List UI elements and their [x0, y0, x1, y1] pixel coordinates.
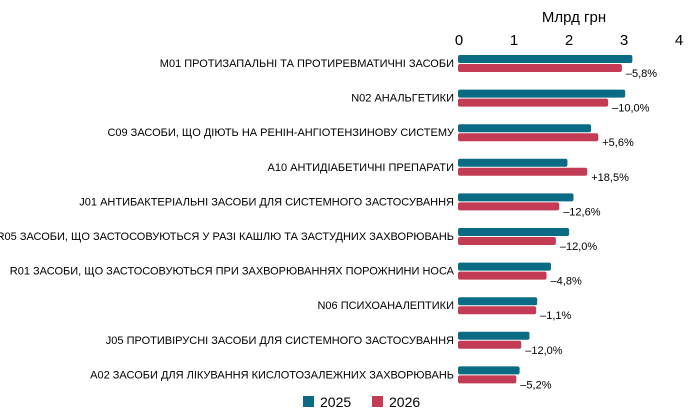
- bar-2025: [458, 262, 551, 271]
- category-row: J05 ПРОТИВІРУСНІ ЗАСОБИ ДЛЯ СИСТЕМНОГО З…: [106, 331, 563, 357]
- bar-2025: [458, 55, 633, 63]
- bar-2025: [458, 193, 574, 202]
- bar-2026: [458, 167, 588, 176]
- bar-2025: [458, 297, 538, 306]
- x-tick-label: 1: [510, 32, 518, 49]
- bar-2026: [458, 133, 599, 142]
- change-label: –5,2%: [520, 379, 551, 391]
- change-label: –4,8%: [551, 276, 582, 288]
- category-row: A10 АНТИДІАБЕТИЧНІ ПРЕПАРАТИ +18,5%: [268, 158, 629, 184]
- category-row: N02 АНАЛЬГЕТИКИ –10,0%: [351, 89, 650, 115]
- bar-2025: [458, 366, 520, 375]
- category-row: J01 АНТИБАКТЕРІАЛЬНІ ЗАСОБИ ДЛЯ СИСТЕМНО…: [79, 193, 601, 218]
- bar-2025: [458, 228, 570, 236]
- category-label: N06 ПСИХОАНАЛЕПТИКИ: [317, 300, 454, 312]
- change-label: +5,6%: [602, 137, 634, 149]
- category-label: A02 ЗАСОБИ ДЛЯ ЛІКУВАННЯ КИСЛОТОЗАЛЕЖНИХ…: [90, 369, 454, 381]
- category-label: R01 ЗАСОБИ, ЩО ЗАСТОСОВУЮТЬСЯ ПРИ ЗАХВОР…: [10, 266, 455, 278]
- legend-swatch-2025: [303, 396, 314, 407]
- category-label: J05 ПРОТИВІРУСНІ ЗАСОБИ ДЛЯ СИСТЕМНОГО З…: [106, 335, 454, 347]
- change-label: +18,5%: [591, 172, 629, 184]
- category-label: J01 АНТИБАКТЕРІАЛЬНІ ЗАСОБИ ДЛЯ СИСТЕМНО…: [79, 196, 454, 208]
- bar-2026: [458, 98, 609, 107]
- bar-2025: [458, 89, 626, 98]
- bar-2026: [458, 306, 537, 315]
- bar-2026: [458, 340, 522, 349]
- bar-2026: [458, 64, 622, 72]
- x-tick-label: 2: [565, 32, 573, 49]
- category-label: N02 АНАЛЬГЕТИКИ: [351, 93, 454, 105]
- legend-swatch-2026: [372, 396, 383, 407]
- category-label: R05 ЗАСОБИ, ЩО ЗАСТОСОВУЮТЬСЯ У РАЗІ КАШ…: [0, 231, 454, 243]
- change-label: –5,8%: [626, 68, 657, 80]
- change-label: –12,6%: [563, 206, 601, 218]
- bar-2025: [458, 124, 592, 133]
- legend-label: 2025: [320, 394, 351, 410]
- category-row: R01 ЗАСОБИ, ЩО ЗАСТОСОВУЮТЬСЯ ПРИ ЗАХВОР…: [10, 262, 582, 288]
- x-tick-label: 0: [455, 32, 463, 49]
- category-label: M01 ПРОТИЗАПАЛЬНІ ТА ПРОТИРЕВМАТИЧНІ ЗАС…: [160, 58, 454, 70]
- category-row: A02 ЗАСОБИ ДЛЯ ЛІКУВАННЯ КИСЛОТОЗАЛЕЖНИХ…: [90, 366, 552, 391]
- bar-2026: [458, 375, 517, 384]
- x-axis-unit-label: Млрд грн: [542, 9, 606, 26]
- bar-2026: [458, 271, 547, 280]
- x-tick-label: 4: [675, 32, 683, 49]
- x-tick-label: 3: [620, 32, 628, 49]
- category-row: M01 ПРОТИЗАПАЛЬНІ ТА ПРОТИРЕВМАТИЧНІ ЗАС…: [160, 55, 657, 80]
- bar-2025: [458, 331, 530, 340]
- bar-2026: [458, 202, 560, 211]
- category-row: R05 ЗАСОБИ, ЩО ЗАСТОСОВУЮТЬСЯ У РАЗІ КАШ…: [0, 228, 597, 253]
- change-label: –12,0%: [560, 241, 598, 253]
- legend-label: 2026: [389, 394, 420, 410]
- category-label: C09 ЗАСОБИ, ЩО ДІЮТЬ НА РЕНІН-АНГІОТЕНЗИ…: [107, 127, 455, 139]
- bar-2026: [458, 237, 556, 245]
- change-label: –12,0%: [525, 345, 563, 357]
- category-row: C09 ЗАСОБИ, ЩО ДІЮТЬ НА РЕНІН-АНГІОТЕНЗИ…: [107, 124, 634, 149]
- change-label: –10,0%: [612, 103, 650, 115]
- bar-2025: [458, 158, 568, 167]
- category-row: N06 ПСИХОАНАЛЕПТИКИ –1,1%: [317, 297, 572, 322]
- change-label: –1,1%: [540, 310, 571, 322]
- category-label: A10 АНТИДІАБЕТИЧНІ ПРЕПАРАТИ: [268, 162, 454, 174]
